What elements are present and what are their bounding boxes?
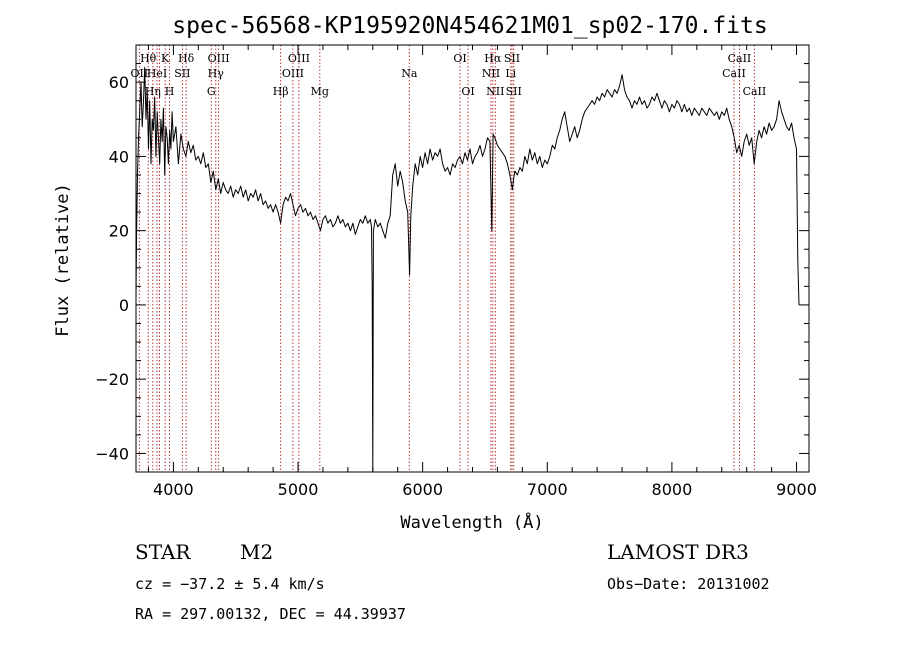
line-label-18: OI [461,85,474,98]
line-label-14: OIII [288,52,310,65]
line-label-24: SII [506,85,522,98]
line-label-10: Hγ [208,67,225,80]
line-label-26: CaII [728,52,752,65]
y-axis-label: Flux (relative) [53,183,73,337]
line-label-9: G [207,85,216,98]
y-tick-label: −40 [95,444,129,463]
line-label-13: OIII [282,67,304,80]
y-tick-label: 0 [119,296,129,315]
object-class: STAR [135,540,191,564]
y-tick-label: 20 [109,222,129,241]
series-group [135,66,800,473]
axis-ticks: 4000 5000 6000 7000 8000 9000 −40 −20 0 20 40 60 [95,44,817,499]
line-label-22: Li [505,67,516,80]
chart-title: spec-56568-KP195920N454621M01_sp02-170.f… [172,13,767,39]
y-tick-label: 40 [109,147,129,166]
line-label-15: Mg [311,85,329,98]
survey-name: LAMOST DR3 [607,540,749,564]
redshift-readout: cz = −37.2 ± 5.4 km/s [135,575,325,593]
coordinates-readout: RA = 297.00132, DEC = 44.39937 [135,605,406,623]
line-label-3: HeI [147,67,167,80]
line-label-7: SII [174,67,190,80]
x-tick-label: 7000 [527,480,568,499]
line-label-21: NII [486,85,504,98]
line-label-12: Hβ [273,85,289,98]
line-label-1: Hθ [140,52,157,65]
x-tick-label: 8000 [652,480,693,499]
line-label-17: OI [453,52,466,65]
line-label-25: CaII [722,67,746,80]
x-tick-label: 5000 [278,480,319,499]
object-subclass: M2 [240,540,273,564]
plot-frame [135,44,810,473]
y-tick-label: −20 [95,370,129,389]
observation-date: Obs−Date: 20131002 [607,575,770,593]
x-tick-label: 6000 [402,480,443,499]
line-label-20: Hα [484,52,502,65]
line-label-19: NII [482,67,500,80]
x-tick-label: 4000 [153,480,194,499]
line-label-11: OIII [208,52,230,65]
line-label-5: K [161,52,170,65]
spectral-line-markers [138,45,755,472]
line-label-23: SII [504,52,520,65]
line-label-2: Hη [145,85,161,98]
spectral-line-labels: OII Hθ Hη HeI K H SII Hδ G Hγ OIII Hβ OIII OIII Mg Na OI… [131,52,767,98]
x-tick-label: 9000 [776,480,817,499]
line-label-0: OII [131,67,149,80]
series-line-0 [135,66,800,473]
line-label-27: CaII [743,85,767,98]
line-label-8: Hδ [178,52,195,65]
line-label-6: H [165,85,175,98]
y-tick-label: 60 [109,73,129,92]
x-axis-label: Wavelength (Å) [400,511,543,533]
line-label-16: Na [401,67,418,80]
